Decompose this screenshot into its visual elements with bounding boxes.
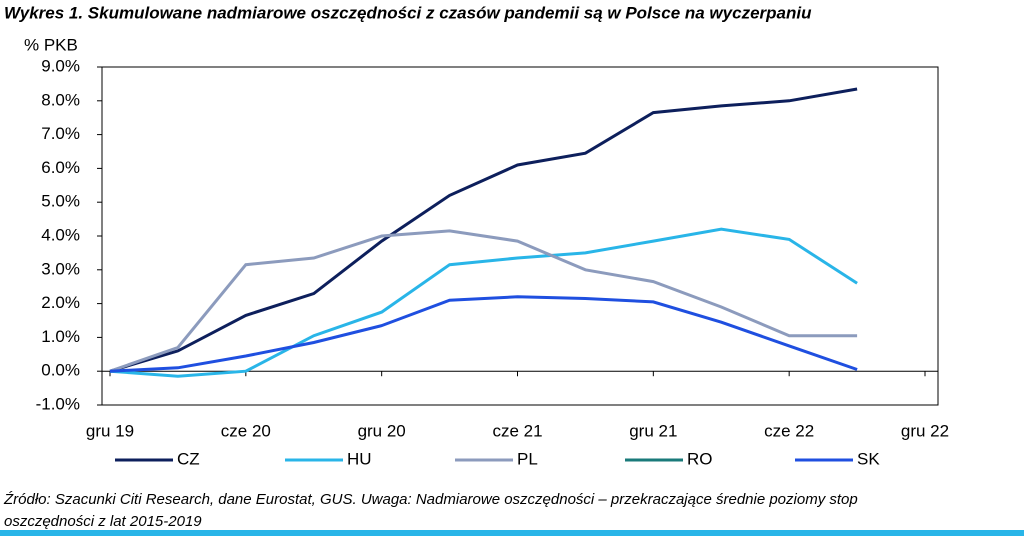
x-tick-label: cze 22	[764, 421, 814, 440]
y-tick-label: 8.0%	[41, 90, 80, 109]
y-tick-label: 3.0%	[41, 259, 80, 278]
x-tick-label: gru 22	[901, 421, 949, 440]
y-tick-label: -1.0%	[36, 394, 80, 413]
series-line	[109, 295, 858, 373]
y-tick-label: 0.0%	[41, 361, 80, 380]
y-tick-label: 5.0%	[41, 192, 80, 211]
y-tick-label: 4.0%	[41, 225, 80, 244]
y-tick-label: 9.0%	[41, 56, 80, 75]
y-tick-label: 6.0%	[41, 158, 80, 177]
series-line	[109, 229, 858, 373]
source-line: oszczędności z lat 2015-2019	[4, 513, 202, 530]
footer-bar	[0, 530, 1024, 536]
legend-label: CZ	[177, 449, 200, 468]
y-tick-label: 2.0%	[41, 293, 80, 312]
legend-label: SK	[857, 449, 880, 468]
y-tick-label: 1.0%	[41, 327, 80, 346]
y-tick-label: 7.0%	[41, 124, 80, 143]
y-axis-label: % PKB	[24, 35, 78, 54]
legend-label: RO	[687, 449, 713, 468]
x-tick-label: cze 21	[492, 421, 542, 440]
x-tick-label: gru 20	[358, 421, 406, 440]
legend-label: PL	[517, 449, 538, 468]
x-tick-label: cze 20	[221, 421, 271, 440]
x-tick-label: gru 21	[629, 421, 677, 440]
chart-title: Wykres 1. Skumulowane nadmiarowe oszczęd…	[4, 3, 812, 22]
x-tick-label: gru 19	[86, 421, 134, 440]
series-line	[109, 227, 858, 378]
source-line: Źródło: Szacunki Citi Research, dane Eur…	[3, 491, 858, 508]
series-line	[109, 87, 858, 373]
legend-label: HU	[347, 449, 372, 468]
